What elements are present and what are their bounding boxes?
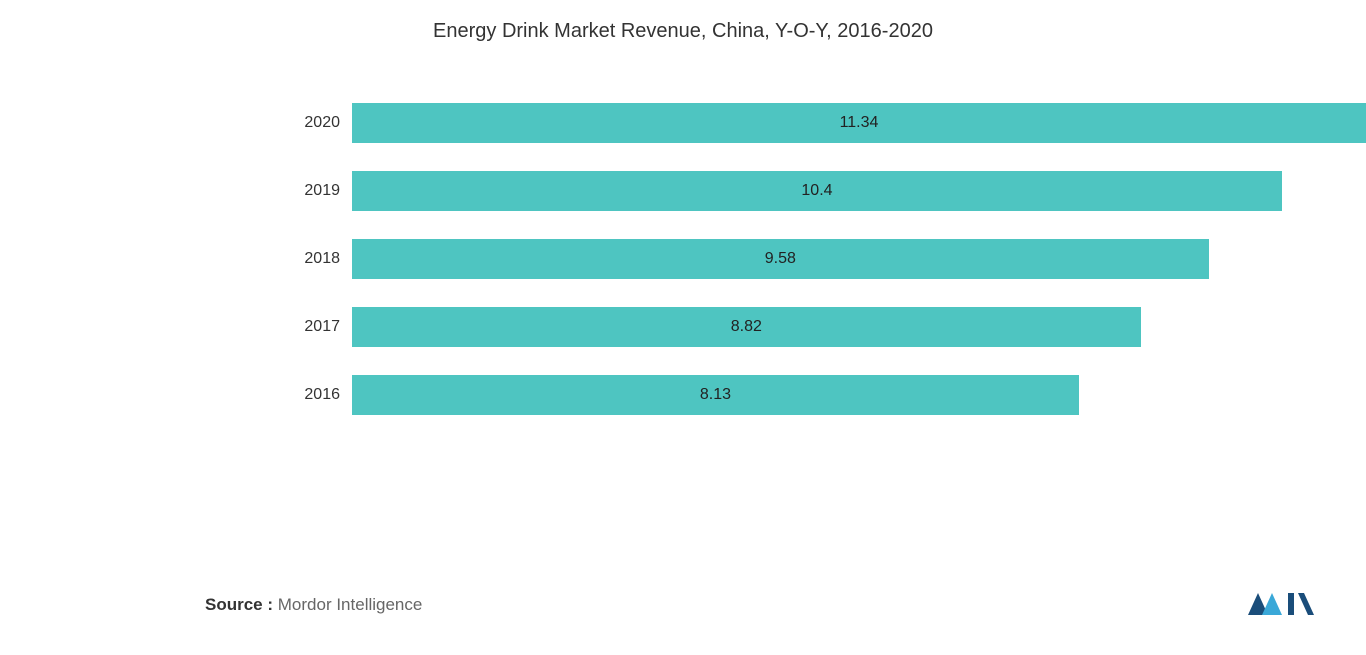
- bar-label: 2016: [290, 386, 340, 404]
- bar-wrapper: 11.34: [352, 103, 1366, 143]
- bar-value: 10.4: [801, 182, 832, 200]
- bar-row-2017: 2017 8.82: [290, 307, 1366, 347]
- bar-label: 2017: [290, 318, 340, 336]
- bar-value: 8.13: [700, 386, 731, 404]
- bar: 9.58: [352, 239, 1209, 279]
- bar-wrapper: 8.13: [352, 375, 1366, 415]
- logo-icon: [1246, 585, 1316, 625]
- mordor-logo: [1246, 585, 1316, 625]
- bar-row-2020: 2020 11.34: [290, 103, 1366, 143]
- bar-label: 2019: [290, 182, 340, 200]
- bar-row-2018: 2018 9.58: [290, 239, 1366, 279]
- source-attribution: Source : Mordor Intelligence: [205, 595, 422, 615]
- bar-label: 2018: [290, 250, 340, 268]
- bar-wrapper: 9.58: [352, 239, 1366, 279]
- source-label: Source :: [205, 595, 273, 614]
- bar-label: 2020: [290, 114, 340, 132]
- bar: 10.4: [352, 171, 1282, 211]
- bar-value: 11.34: [840, 114, 879, 132]
- bar-value: 9.58: [765, 250, 796, 268]
- bar-row-2016: 2016 8.13: [290, 375, 1366, 415]
- bar: 8.82: [352, 307, 1141, 347]
- bar-wrapper: 10.4: [352, 171, 1366, 211]
- bar: 8.13: [352, 375, 1079, 415]
- source-name: Mordor Intelligence: [278, 595, 423, 614]
- footer: Source : Mordor Intelligence: [205, 585, 1316, 625]
- chart-container: Energy Drink Market Revenue, China, Y-O-…: [0, 0, 1366, 655]
- chart-title: Energy Drink Market Revenue, China, Y-O-…: [0, 20, 1366, 43]
- bar-value: 8.82: [731, 318, 762, 336]
- bar-row-2019: 2019 10.4: [290, 171, 1366, 211]
- bars-area: 2020 11.34 2019 10.4 2018 9.58: [0, 103, 1366, 415]
- bar-wrapper: 8.82: [352, 307, 1366, 347]
- bar: 11.34: [352, 103, 1366, 143]
